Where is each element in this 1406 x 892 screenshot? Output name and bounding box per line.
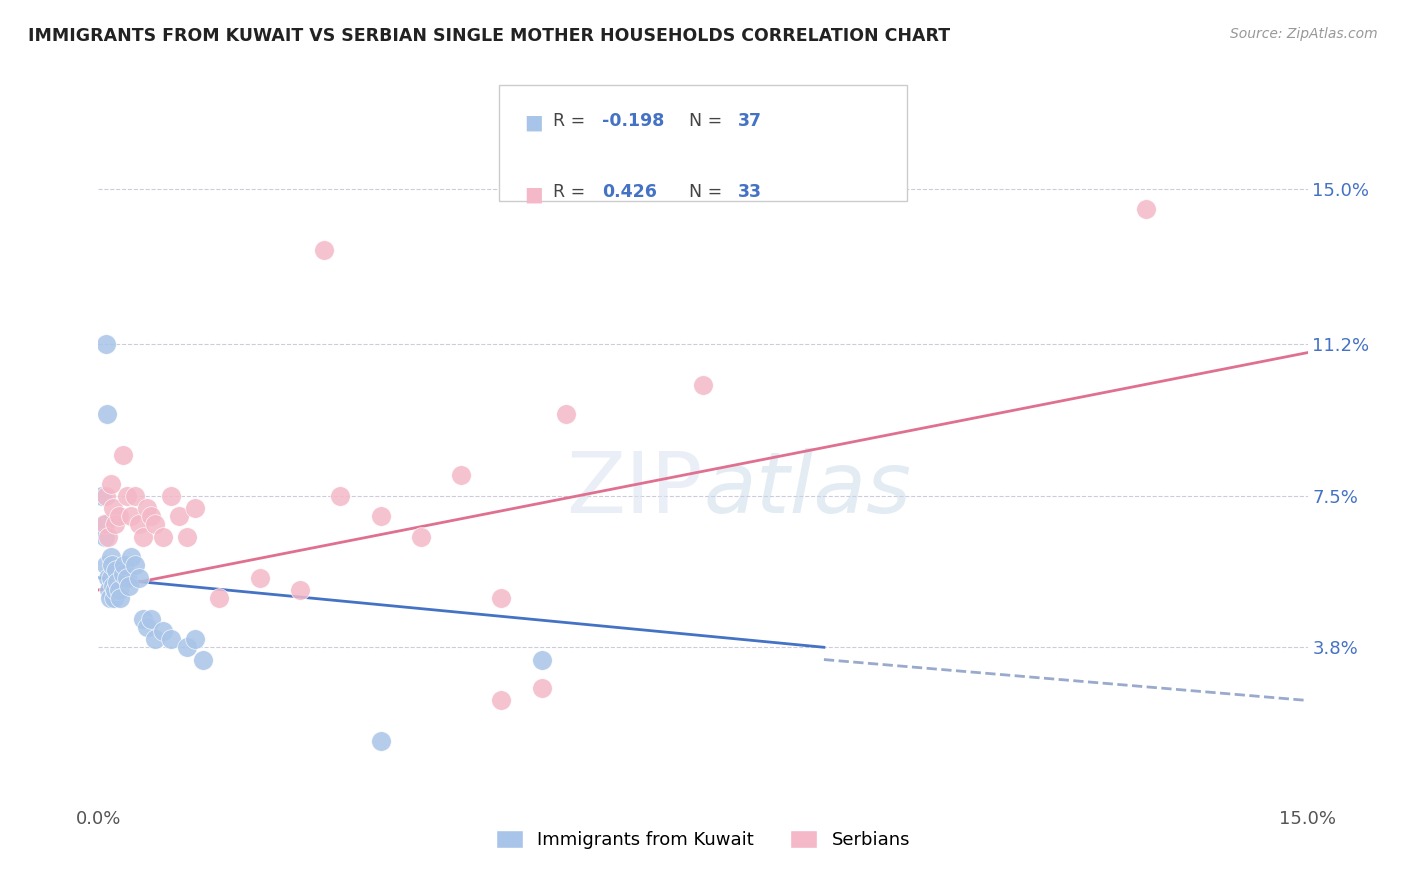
Text: ▪: ▪ <box>523 109 544 138</box>
Point <box>370 734 392 748</box>
Point <box>107 509 129 524</box>
Text: 33: 33 <box>738 183 762 201</box>
Point <box>103 517 125 532</box>
Point <box>97 571 120 585</box>
Point <box>329 489 352 503</box>
Text: 0.426: 0.426 <box>602 183 657 201</box>
Point <box>167 509 190 524</box>
Point <box>193 652 215 666</box>
Text: R =: R = <box>553 183 591 201</box>
Point <box>139 612 162 626</box>
Text: N =: N = <box>689 112 728 129</box>
Legend: Immigrants from Kuwait, Serbians: Immigrants from Kuwait, Serbians <box>488 822 918 856</box>
Point <box>100 476 122 491</box>
Point <box>184 632 207 646</box>
Point <box>101 579 124 593</box>
Text: Source: ZipAtlas.com: Source: ZipAtlas.com <box>1230 27 1378 41</box>
Point <box>124 489 146 503</box>
Point <box>184 501 207 516</box>
Point <box>491 591 513 606</box>
Point <box>152 530 174 544</box>
Text: 37: 37 <box>738 112 762 129</box>
Text: R =: R = <box>553 112 591 129</box>
Point <box>176 530 198 544</box>
Text: ZIP: ZIP <box>567 448 703 532</box>
Point <box>115 489 138 503</box>
Point <box>91 489 114 503</box>
Point <box>103 591 125 606</box>
Point <box>101 501 124 516</box>
Point <box>450 468 472 483</box>
Point <box>120 509 142 524</box>
Point <box>115 571 138 585</box>
Point <box>135 501 157 516</box>
Point <box>143 632 166 646</box>
Point <box>93 517 115 532</box>
Point <box>409 530 432 544</box>
Point <box>105 574 128 589</box>
Point <box>103 582 125 597</box>
Point <box>94 558 117 573</box>
Text: IMMIGRANTS FROM KUWAIT VS SERBIAN SINGLE MOTHER HOUSEHOLDS CORRELATION CHART: IMMIGRANTS FROM KUWAIT VS SERBIAN SINGLE… <box>28 27 950 45</box>
Point <box>370 509 392 524</box>
Point <box>94 530 117 544</box>
Point <box>97 582 120 597</box>
Point <box>132 612 155 626</box>
Point <box>111 566 134 581</box>
Point <box>692 378 714 392</box>
Point <box>160 632 183 646</box>
Point <box>176 640 198 655</box>
Point <box>160 489 183 503</box>
Text: ▪: ▪ <box>523 180 544 210</box>
Point <box>135 620 157 634</box>
Point <box>530 652 553 666</box>
Point <box>249 571 271 585</box>
Point <box>94 517 117 532</box>
Point <box>112 558 135 573</box>
Point <box>101 558 124 573</box>
Text: atlas: atlas <box>703 448 911 532</box>
Point <box>108 591 131 606</box>
Point <box>132 530 155 544</box>
Point <box>97 530 120 544</box>
Point <box>100 571 122 585</box>
Point <box>491 693 513 707</box>
Point <box>143 517 166 532</box>
Point <box>139 509 162 524</box>
Point <box>288 582 311 597</box>
Point <box>208 591 231 606</box>
Point <box>105 562 128 576</box>
Point <box>128 571 150 585</box>
Point <box>96 489 118 503</box>
Point <box>530 681 553 696</box>
Point <box>107 582 129 597</box>
Point <box>111 448 134 462</box>
Point <box>98 591 121 606</box>
Point <box>124 558 146 573</box>
Point <box>314 244 336 258</box>
Point <box>96 407 118 421</box>
Point <box>152 624 174 638</box>
Point <box>100 550 122 565</box>
Text: -0.198: -0.198 <box>602 112 664 129</box>
Point <box>118 579 141 593</box>
Text: N =: N = <box>689 183 728 201</box>
Point <box>128 517 150 532</box>
Point <box>96 337 118 351</box>
Point <box>1135 202 1157 217</box>
Point <box>120 550 142 565</box>
Point <box>555 407 578 421</box>
